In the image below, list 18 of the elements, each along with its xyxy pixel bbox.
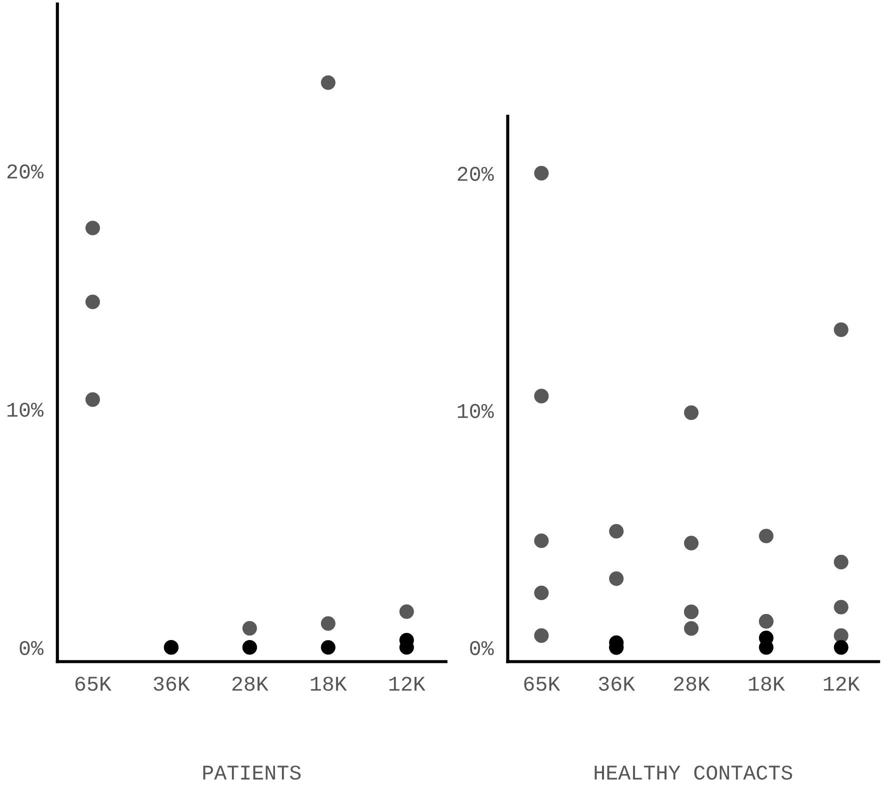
y-tick-label: 20% [458, 166, 494, 181]
x-tick-label: 18K [310, 676, 347, 691]
x-axis-title: HEALTHY CONTACTS [594, 766, 792, 780]
y-tick-label: 20% [7, 164, 44, 179]
y-tick-label: 0% [470, 641, 494, 656]
x-tick-label: 65K [524, 676, 560, 691]
x-tick-label: 36K [598, 676, 636, 691]
x-tick-label: 28K [674, 676, 710, 691]
x-tick-label: 12K [824, 676, 860, 691]
x-tick-label: 65K [75, 676, 112, 691]
x-tick-label: 28K [232, 676, 268, 691]
x-axis-title: PATIENTS [203, 766, 301, 780]
y-tick-label: 0% [20, 640, 44, 656]
y-tick-label: 10% [8, 402, 44, 417]
x-tick-label: 36K [154, 676, 190, 691]
x-tick-label: 12K [389, 676, 426, 691]
y-tick-label: 10% [458, 404, 494, 418]
x-tick-label: 18K [748, 676, 785, 691]
